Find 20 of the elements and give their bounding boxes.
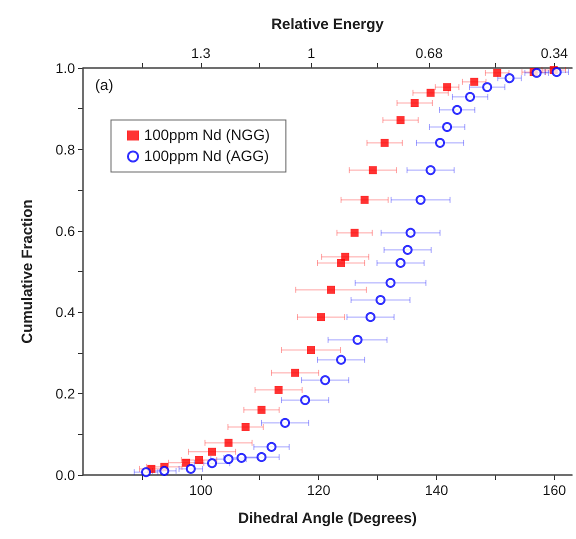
x-axis-title: Dihedral Angle (Degrees): [238, 510, 417, 527]
x2-tick-label: 0.34: [540, 45, 568, 61]
x-tick-label: 100: [189, 482, 213, 498]
y-tick-label: 1.0: [56, 60, 76, 76]
x-tick-label: 120: [306, 482, 331, 498]
x2-tick-label: 1: [307, 45, 316, 61]
y-tick-label: 0.6: [56, 222, 76, 239]
x2-tick-label: 0.68: [416, 45, 443, 61]
annotation: (a): [95, 77, 114, 94]
legend-label: 100ppm Nd (NGG): [144, 127, 270, 144]
y-axis-title: Cumulative Fraction: [19, 199, 36, 344]
y-tick-label: 0.8: [56, 141, 76, 158]
y-tick-label: 0.2: [56, 386, 76, 402]
x2-tick-label: 1.3: [191, 45, 211, 61]
x-tick-label: 160: [542, 482, 566, 498]
x2-axis-title: Relative Energy: [271, 16, 384, 33]
x-tick-label: 140: [424, 482, 448, 498]
y-tick-label: 0.0: [56, 467, 76, 483]
legend-label: 100ppm Nd (AGG): [144, 148, 270, 165]
y-tick-label: 0.4: [56, 304, 76, 320]
